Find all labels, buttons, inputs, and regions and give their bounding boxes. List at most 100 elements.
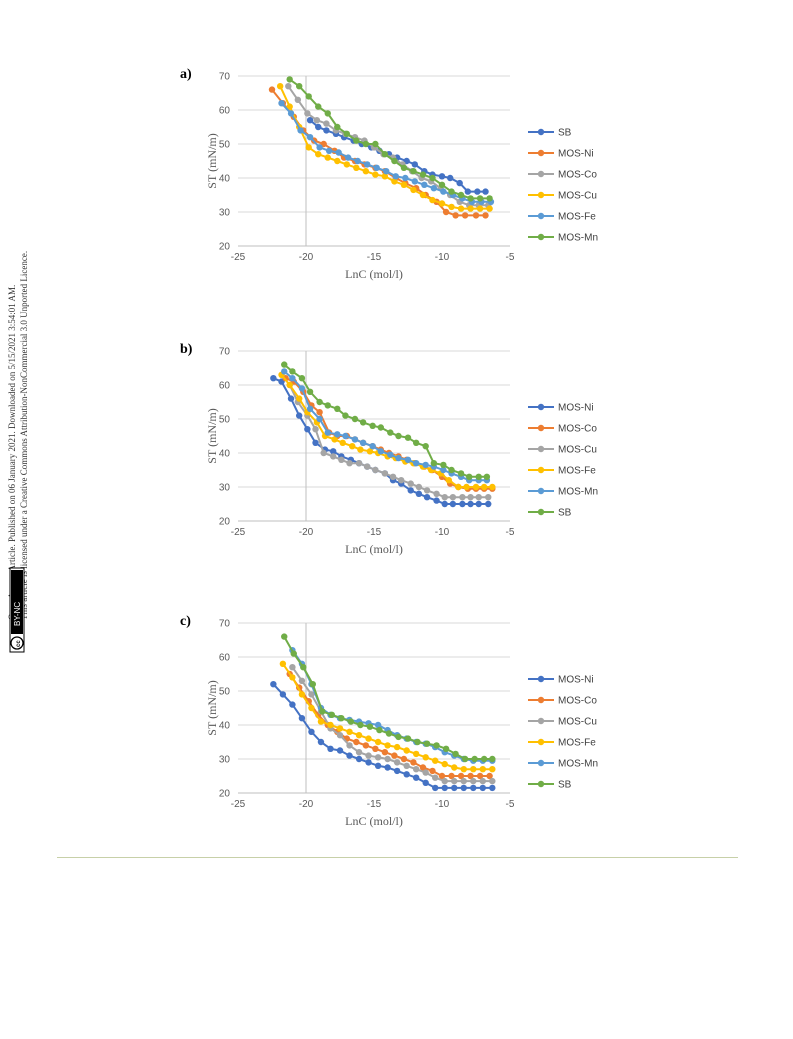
data-point: [298, 385, 306, 392]
cc-badge[interactable]: cc BY-NC: [9, 567, 25, 653]
data-point: [355, 732, 363, 739]
data-point: [393, 759, 401, 766]
legend-label: MOS-Co: [558, 424, 597, 435]
data-point: [306, 388, 314, 395]
x-tick-label: -20: [299, 527, 314, 538]
series-sb: [281, 633, 496, 763]
data-point: [391, 178, 398, 185]
data-point: [289, 664, 296, 671]
data-point: [475, 500, 482, 508]
legend-swatch-marker: [537, 424, 545, 432]
data-point: [422, 461, 429, 469]
data-point: [483, 473, 491, 480]
data-point: [285, 83, 292, 90]
legend-swatch-marker: [537, 717, 545, 725]
data-point: [327, 721, 334, 729]
legend-item: MOS-Ni: [528, 675, 594, 686]
data-point: [362, 140, 370, 148]
data-point: [403, 747, 410, 754]
y-tick-label: 20: [219, 517, 231, 528]
data-point: [376, 726, 383, 734]
data-point: [279, 691, 287, 698]
series-line: [291, 666, 493, 783]
data-point: [327, 745, 334, 752]
data-point: [393, 743, 401, 751]
data-point: [404, 456, 412, 463]
data-point: [446, 174, 454, 182]
data-point: [423, 494, 431, 501]
data-point: [278, 100, 285, 107]
data-point: [457, 772, 465, 780]
data-point: [459, 494, 466, 501]
data-point: [415, 483, 423, 491]
data-point: [438, 173, 446, 180]
data-point: [442, 745, 450, 752]
data-point: [319, 708, 326, 715]
legend-swatch-marker: [537, 233, 545, 241]
data-point: [407, 480, 414, 487]
panel-label: b): [180, 342, 193, 357]
legend-item: MOS-Mn: [528, 233, 598, 244]
data-point: [429, 767, 436, 775]
x-axis-title: LnC (mol/l): [345, 267, 403, 281]
data-point: [342, 412, 349, 419]
footer-rule: [57, 857, 738, 858]
data-point: [296, 83, 303, 90]
y-tick-label: 20: [219, 789, 231, 800]
data-point: [289, 375, 296, 382]
data-point: [410, 759, 417, 766]
data-point: [324, 429, 331, 436]
data-point: [323, 120, 330, 127]
data-point: [305, 93, 312, 100]
by-nc-label: BY-NC: [13, 602, 22, 626]
data-point: [476, 205, 484, 212]
data-point: [268, 86, 276, 93]
data-point: [298, 715, 306, 722]
data-point: [304, 110, 311, 117]
chart-svg: a) 20 30 40 50 60 70 -25 -20 -15 -10 -5 LnC (mol/l) S…: [180, 67, 598, 281]
data-point: [438, 181, 446, 188]
data-point: [480, 755, 488, 763]
data-point: [312, 426, 319, 433]
data-point: [305, 144, 312, 151]
x-tick-label: -10: [435, 799, 450, 810]
data-point: [486, 772, 493, 780]
y-tick-label: 50: [219, 415, 231, 426]
y-tick-label: 60: [219, 381, 231, 392]
data-point: [304, 426, 311, 433]
data-point: [479, 784, 486, 792]
data-point: [461, 212, 469, 219]
data-point: [452, 212, 459, 219]
data-point: [423, 740, 431, 747]
x-tick-label: -25: [231, 252, 246, 263]
data-point: [448, 188, 455, 195]
data-point: [373, 164, 380, 171]
data-point: [316, 415, 323, 423]
series-mos-mn: [286, 76, 493, 202]
data-point: [395, 454, 402, 462]
data-point: [308, 728, 315, 735]
legend-item: MOS-Cu: [528, 445, 597, 456]
data-point: [308, 691, 315, 698]
data-point: [359, 439, 367, 446]
data-point: [440, 461, 447, 469]
legend-swatch-marker: [537, 191, 545, 199]
legend-swatch-marker: [537, 212, 545, 220]
data-point: [385, 730, 393, 737]
data-point: [410, 186, 417, 194]
data-point: [281, 368, 288, 375]
data-point: [432, 774, 439, 781]
data-point: [449, 494, 457, 501]
y-axis-title: ST (mN/m): [205, 133, 219, 188]
data-point: [298, 691, 306, 698]
y-tick-label: 30: [219, 755, 231, 766]
series-mos-co: [285, 83, 492, 209]
data-point: [489, 755, 496, 763]
legend-swatch-marker: [537, 128, 545, 136]
data-point: [456, 179, 463, 187]
data-point: [466, 473, 473, 480]
legend-label: MOS-Fe: [558, 466, 596, 477]
data-point: [300, 664, 307, 671]
data-point: [315, 123, 322, 131]
data-point: [313, 117, 321, 124]
